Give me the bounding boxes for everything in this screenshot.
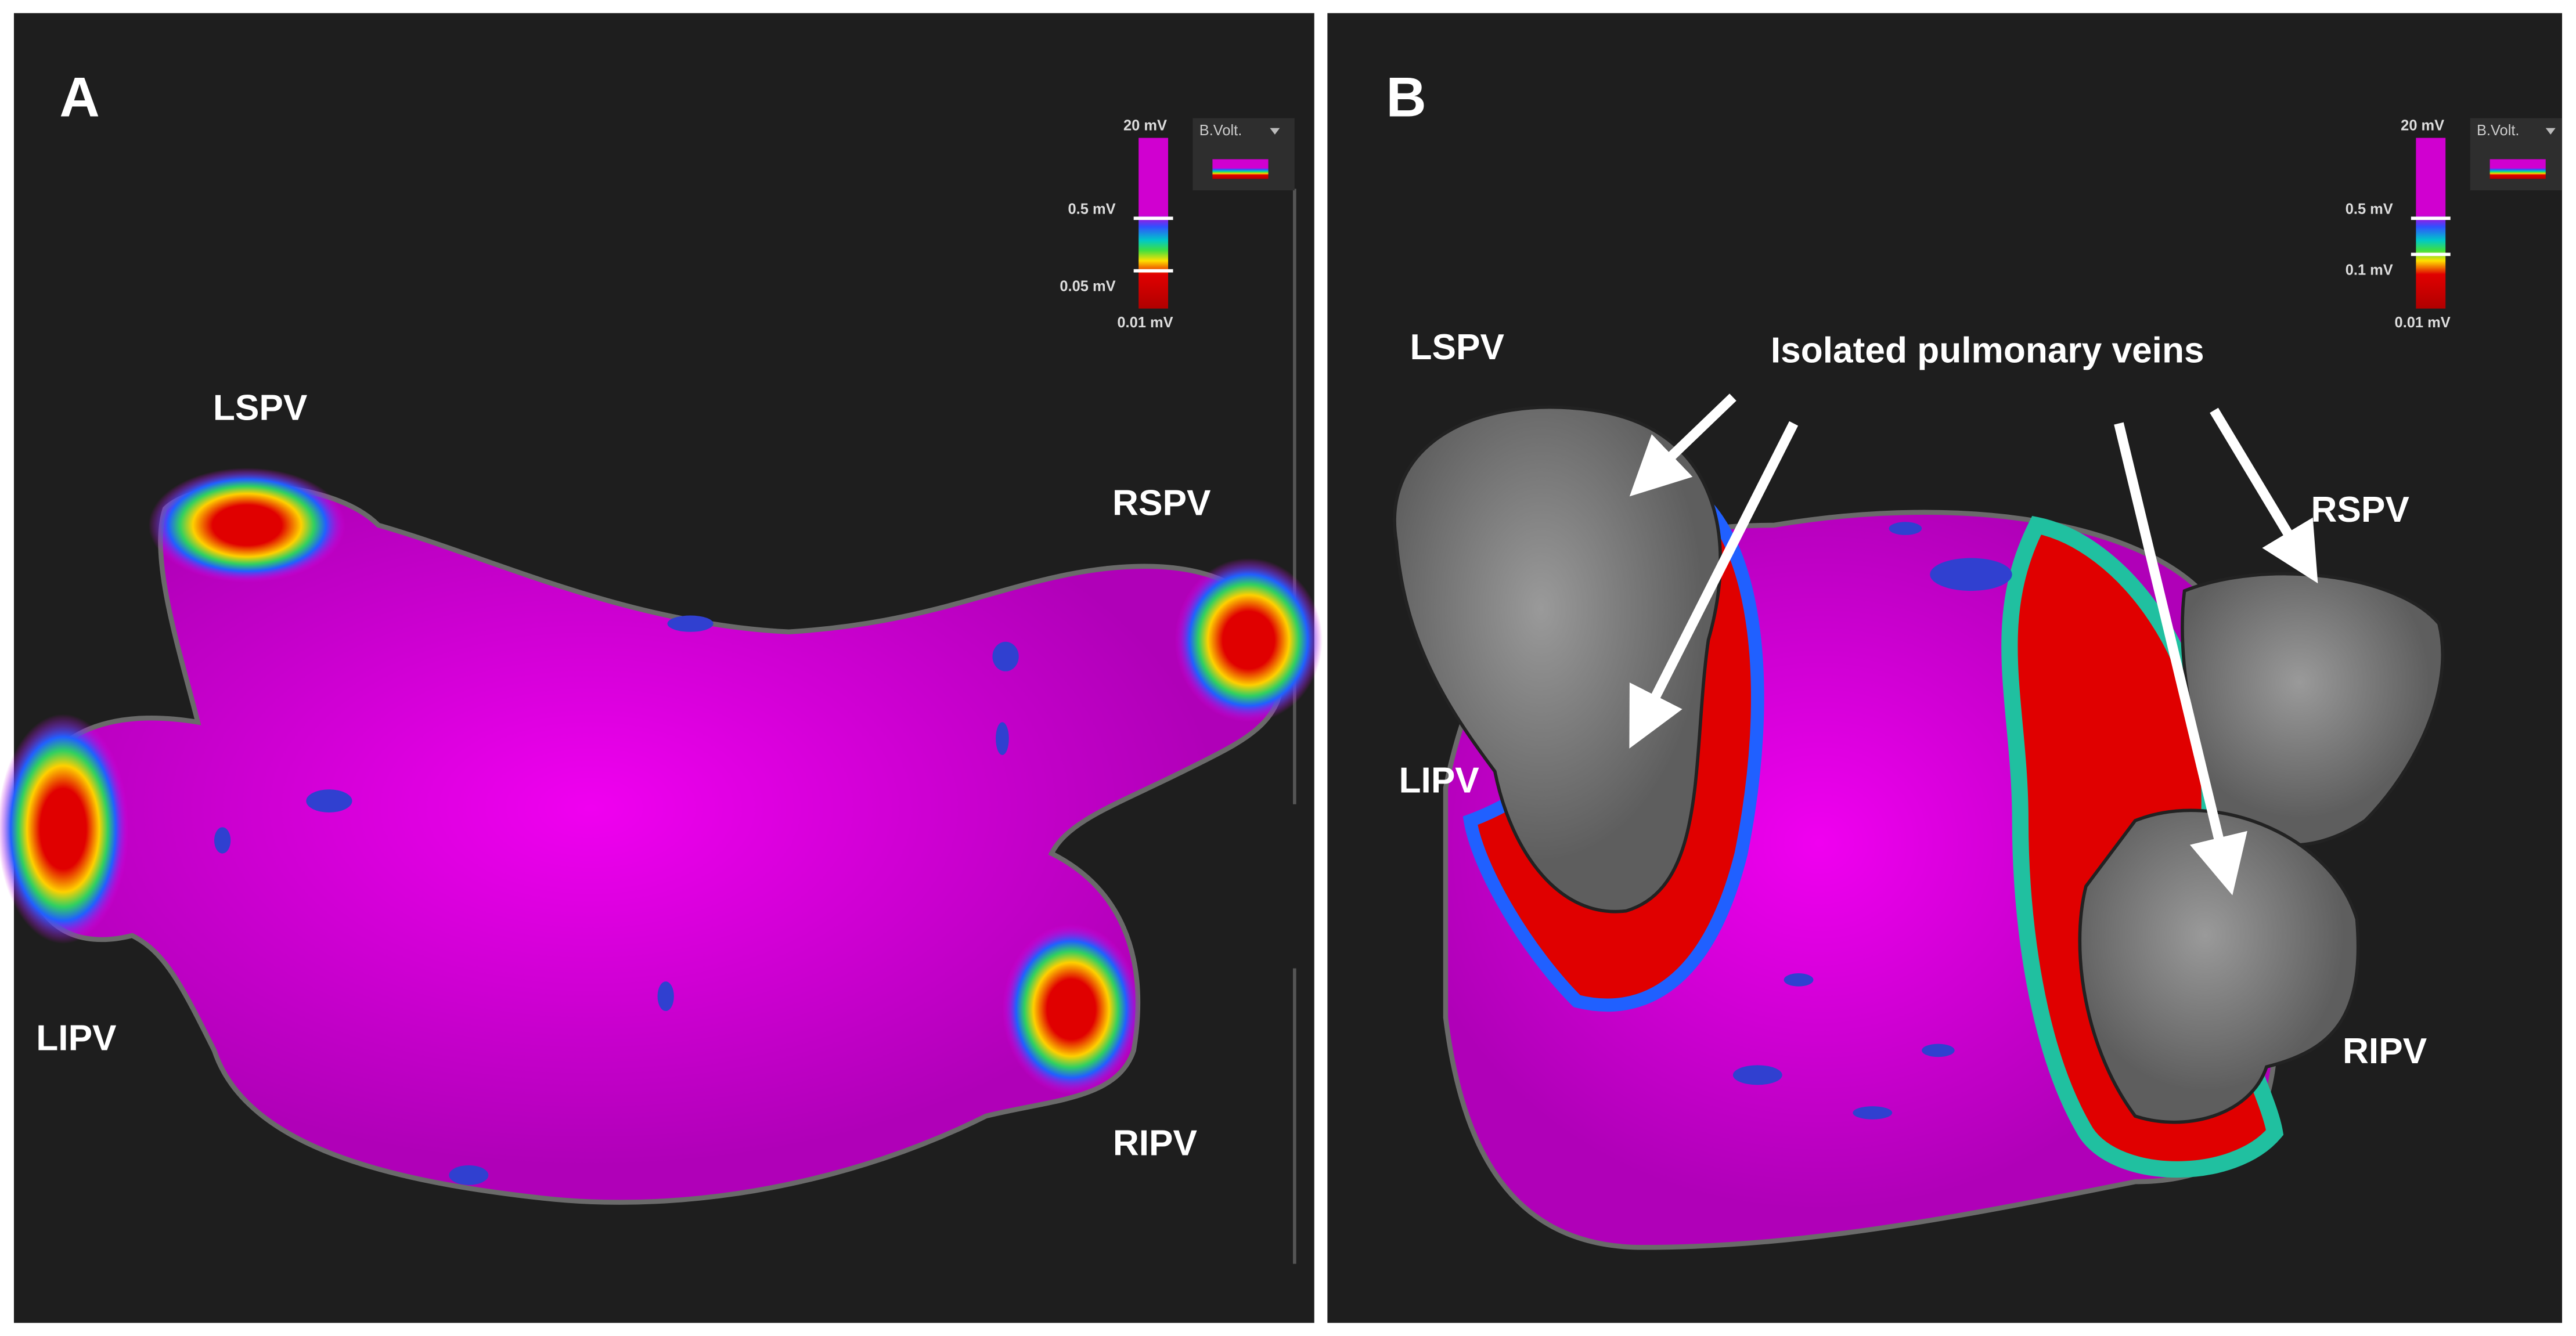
- panel-label: A: [59, 67, 99, 129]
- menu-icon: [2489, 159, 2546, 179]
- color-bar: [2416, 138, 2446, 309]
- low-voltage-spots: [214, 615, 1019, 1185]
- voltage-scale: 20 mV 0.5 mV 0.1 mV 0.01 mV: [2346, 117, 2451, 330]
- dropdown-arrow: [1270, 128, 1280, 135]
- map-menu[interactable]: B.Volt.: [1192, 118, 1295, 191]
- vein-label: RSPV: [2311, 490, 2409, 530]
- low-voltage-region: [148, 467, 346, 583]
- scale-label: 0.5 mV: [1068, 201, 1116, 218]
- vein-label: LIPV: [36, 1018, 117, 1058]
- vein-label: RIPV: [1113, 1123, 1198, 1163]
- scale-label: 0.05 mV: [1060, 279, 1115, 295]
- isolated-vein: [2078, 808, 2360, 1124]
- scale-label: 0.5 mV: [2346, 201, 2393, 218]
- annotation: Isolated pulmonary veins: [1771, 330, 2204, 370]
- scale-label: 0.01 mV: [2395, 315, 2451, 331]
- scale-label: 20 mV: [1123, 117, 1167, 133]
- scale-label: 20 mV: [2401, 117, 2444, 133]
- scale-label: 0.1 mV: [2346, 262, 2393, 278]
- vein-label: LSPV: [213, 388, 308, 428]
- menu-icon: [1212, 159, 1269, 179]
- vein-label: LSPV: [1410, 327, 1505, 367]
- vein-label: RIPV: [2343, 1031, 2427, 1071]
- low-voltage-region: [0, 714, 129, 944]
- isolated-vein: [1393, 405, 1723, 913]
- panel-label: B: [1386, 67, 1426, 129]
- low-voltage-spots: [1732, 522, 2012, 1120]
- vein-label: LIPV: [1399, 760, 1480, 800]
- arrows: [1629, 393, 2318, 896]
- menu-text[interactable]: B.Volt.: [1199, 122, 1242, 139]
- map-menu[interactable]: B.Volt.: [2470, 118, 2563, 191]
- low-voltage-region: [1002, 924, 1140, 1095]
- menu-text[interactable]: B.Volt.: [2477, 122, 2520, 139]
- voltage-scale: 20 mV 0.5 mV 0.05 mV 0.01 mV: [1060, 117, 1173, 330]
- dropdown-arrow: [2545, 128, 2556, 135]
- scale-label: 0.01 mV: [1117, 315, 1173, 331]
- vein-label: RSPV: [1112, 483, 1211, 523]
- low-voltage-region: [1174, 558, 1323, 723]
- color-bar: [1139, 138, 1169, 309]
